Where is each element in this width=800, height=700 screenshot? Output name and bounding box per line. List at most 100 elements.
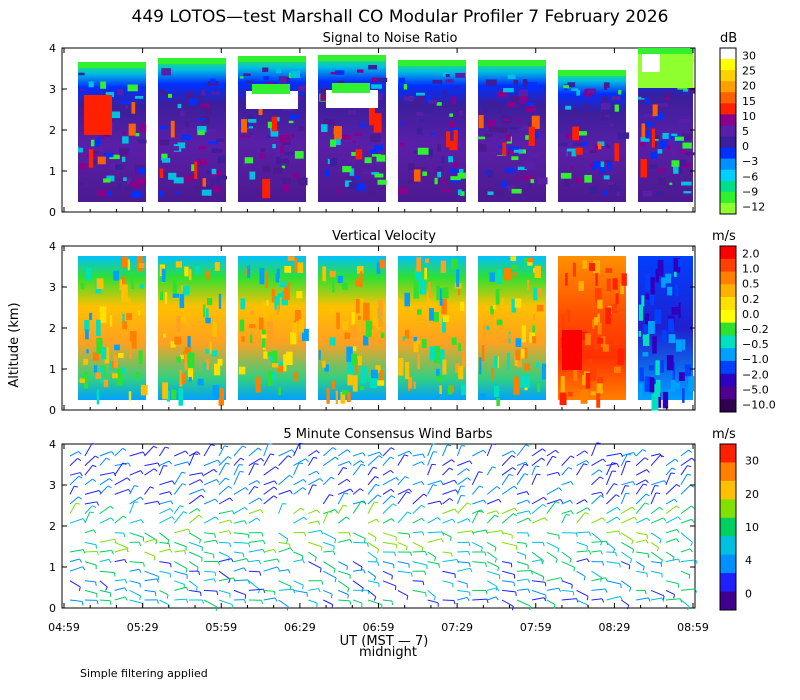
vv-cell <box>127 259 130 271</box>
wind-barb-feather <box>481 547 483 552</box>
snr-cell <box>170 120 175 138</box>
wind-barb <box>263 486 275 495</box>
wind-barb <box>308 520 319 524</box>
wind-barb <box>412 493 425 505</box>
wind-barb <box>69 451 79 457</box>
wind-barb <box>233 589 246 596</box>
snr-cell <box>196 146 206 150</box>
wind-barb-feather <box>542 448 546 452</box>
vv-cell <box>322 266 327 282</box>
snr-cell <box>100 81 106 89</box>
vv-cell <box>96 337 103 355</box>
wind-barb <box>308 541 322 548</box>
wind-barb <box>516 473 525 486</box>
snr-cell <box>428 100 438 104</box>
wind-barb-feather <box>128 462 131 467</box>
wind-barb <box>203 599 218 608</box>
wind-barb <box>218 456 229 466</box>
colorbar-label: −0.2 <box>742 323 769 336</box>
snr-cell <box>449 127 460 131</box>
snr-cell <box>643 113 655 118</box>
wind-barb-feather <box>349 600 352 605</box>
wind-barb-feather <box>542 542 545 547</box>
snr-cell <box>606 144 611 149</box>
wind-barb-feather <box>91 442 97 445</box>
wind-barb-feather <box>508 473 514 477</box>
wind-barb-feather <box>242 553 245 558</box>
wind-barb-feather <box>313 456 318 459</box>
snr-cell <box>255 151 262 154</box>
wind-barb-feather <box>406 595 409 600</box>
y-axis-label: Altitude (km) <box>7 302 22 387</box>
wind-barb-feather <box>513 513 517 517</box>
wind-barb <box>680 457 692 467</box>
wind-barb-feather <box>256 480 261 484</box>
snr-cell <box>265 135 275 139</box>
vv-cell <box>184 266 189 277</box>
snr-cell <box>257 115 262 118</box>
snr-cell <box>298 85 306 92</box>
wind-barb <box>382 541 397 546</box>
wind-barb-feather <box>378 455 383 459</box>
snr-cell <box>122 136 129 144</box>
snr-cell <box>445 74 450 78</box>
wind-barb <box>248 463 255 476</box>
wind-barb-feather <box>527 499 531 504</box>
wind-barb <box>367 590 377 598</box>
wind-barb <box>591 476 601 486</box>
wind-barb-feather <box>243 599 247 604</box>
snr-cell <box>454 161 459 170</box>
vv-cell <box>560 375 565 393</box>
wind-barb-feather <box>646 517 651 522</box>
wind-barb <box>158 446 166 457</box>
vv-cell <box>436 308 442 324</box>
snr-cell <box>399 142 405 147</box>
wind-barb-feather <box>229 542 232 547</box>
wind-barb <box>471 485 480 495</box>
snr-cell <box>671 160 680 167</box>
colorbar-swatch <box>720 191 736 204</box>
wind-barb <box>248 540 264 543</box>
x-tick-label: 04:59 <box>48 621 80 634</box>
snr-cell <box>276 156 281 165</box>
vv-cell <box>493 386 499 398</box>
wind-barb-feather <box>529 605 531 611</box>
wind-barb <box>233 567 245 572</box>
vv-cell <box>559 392 567 406</box>
wind-barb-feather <box>332 447 337 451</box>
wind-barb <box>159 500 171 505</box>
wind-barb <box>561 499 571 505</box>
wind-barb-feather <box>605 588 608 593</box>
vv-cell <box>590 391 596 396</box>
wind-barb-feather <box>94 455 99 459</box>
wind-barb <box>621 481 634 486</box>
snr-cell <box>679 138 691 142</box>
wind-barb-feather <box>671 467 676 471</box>
wind-barb-feather <box>316 470 320 475</box>
wind-barb-feather <box>228 530 232 535</box>
vv-cell <box>441 287 449 299</box>
wind-barb <box>204 539 216 543</box>
wind-barb <box>412 504 422 514</box>
snr-cell <box>509 127 519 130</box>
wind-barb <box>665 589 675 595</box>
wind-barb-feather <box>447 444 452 447</box>
snr-cell <box>189 144 199 151</box>
wind-barb-feather <box>108 559 112 564</box>
snr-cell <box>211 168 217 175</box>
wind-barb <box>99 505 111 515</box>
vv-cell <box>670 380 676 392</box>
vv-cell <box>290 332 297 345</box>
wind-barb <box>218 497 231 505</box>
snr-cell <box>441 189 452 193</box>
snr-cell <box>324 169 329 177</box>
wind-barb <box>561 580 573 585</box>
wind-barb-feather <box>601 598 605 603</box>
wind-barb-feather <box>334 577 337 582</box>
vv-cell <box>514 298 522 308</box>
vv-cell <box>684 364 691 377</box>
snr-cell <box>523 175 534 181</box>
wind-barb <box>352 580 364 589</box>
snr-cell <box>680 159 686 167</box>
vv-cell <box>567 309 571 323</box>
